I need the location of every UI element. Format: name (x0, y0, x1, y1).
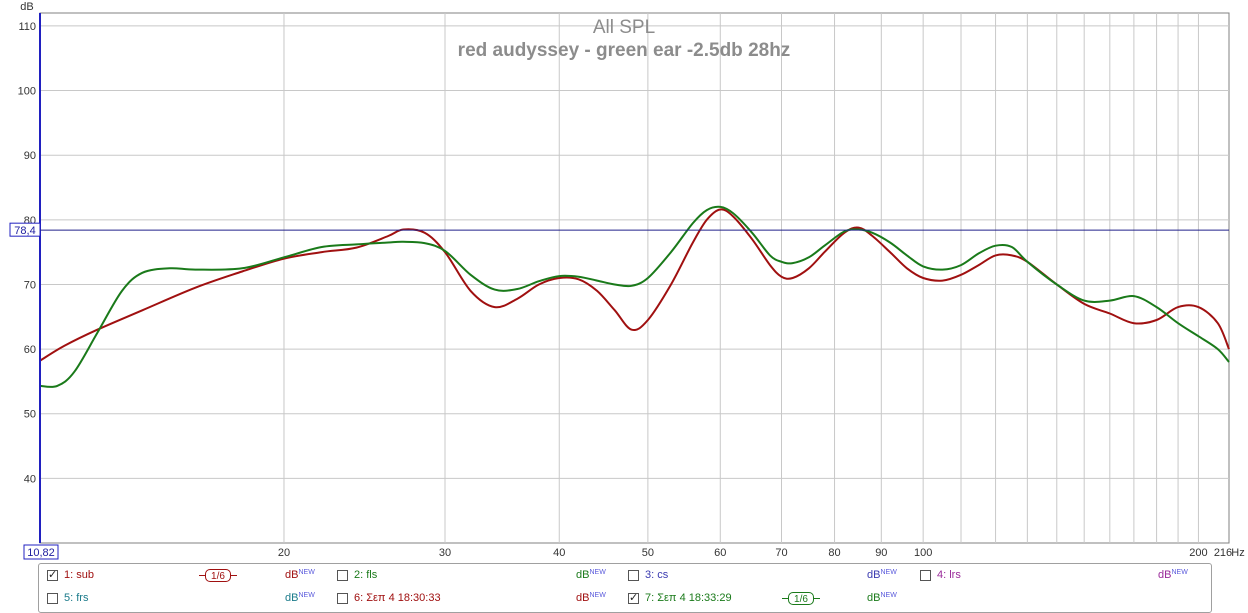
y-tick-label: 60 (24, 344, 36, 356)
cursor-lines (39, 13, 1229, 543)
legend-label-1[interactable]: 1: sub (64, 569, 94, 581)
x-axis-unit: Hz (1231, 547, 1244, 559)
y-cursor-readout: 78,4 (14, 225, 35, 237)
grid-lines (40, 13, 1229, 543)
legend-smoothing-7[interactable]: 1/6 (782, 592, 820, 605)
plot-area[interactable] (39, 12, 1230, 544)
measurement-legend: 1: sub 1/6 dBNEW 2: fls dBNEW 3: cs dBNEW 4: lr… (38, 563, 1212, 613)
legend-checkbox-5[interactable] (47, 593, 58, 604)
legend-unit-1[interactable]: dBNEW (285, 569, 315, 581)
y-tick-label: 110 (18, 21, 36, 33)
legend-label-5[interactable]: 5: frs (64, 592, 89, 604)
legend-label-3[interactable]: 3: cs (645, 569, 669, 581)
series-line-2 (39, 205, 1230, 388)
x-tick-label: 100 (914, 547, 932, 559)
x-tick-label: 70 (775, 547, 787, 559)
legend-unit-3[interactable]: dBNEW (867, 569, 897, 581)
y-axis-label: dB (20, 1, 33, 13)
x-tick-label: 200 (1189, 547, 1207, 559)
legend-unit-6[interactable]: dBNEW (576, 592, 606, 604)
series-group (39, 205, 1230, 388)
legend-label-7[interactable]: 7: Σεπ 4 18:33:29 (645, 592, 732, 604)
x-tick-label: 20 (278, 547, 290, 559)
legend-checkbox-7[interactable] (628, 591, 639, 604)
legend-label-6[interactable]: 6: Σεπ 4 18:30:33 (354, 592, 441, 604)
x-tick-label: 216 (1214, 547, 1232, 559)
y-tick-label: 90 (24, 150, 36, 162)
chart-subtitle: red audyssey - green ear -2.5db 28hz (458, 40, 791, 61)
y-tick-label: 70 (24, 279, 36, 291)
legend-unit-2[interactable]: dBNEW (576, 569, 606, 581)
y-tick-label: 100 (18, 86, 36, 98)
x-cursor-readout: 10,82 (27, 547, 55, 559)
x-tick-label: 80 (828, 547, 840, 559)
x-tick-label: 90 (875, 547, 887, 559)
legend-checkbox-1[interactable] (47, 568, 58, 581)
legend-checkbox-6[interactable] (337, 593, 348, 604)
legend-checkbox-3[interactable] (628, 570, 639, 581)
chart-title: All SPL (593, 17, 655, 38)
y-tick-label: 50 (24, 409, 36, 421)
legend-label-4[interactable]: 4: lrs (937, 569, 961, 581)
y-cursor-box (9, 222, 41, 237)
x-tick-label: 40 (553, 547, 565, 559)
legend-unit-5[interactable]: dBNEW (285, 592, 315, 604)
legend-unit-7[interactable]: dBNEW (867, 592, 897, 604)
x-tick-label: 60 (714, 547, 726, 559)
x-cursor-box (23, 544, 59, 560)
legend-smoothing-1[interactable]: 1/6 (199, 569, 237, 582)
legend-checkbox-4[interactable] (920, 570, 931, 581)
legend-unit-4[interactable]: dBNEW (1158, 569, 1188, 581)
y-tick-label: 40 (24, 473, 36, 485)
x-tick-label: 50 (642, 547, 654, 559)
legend-label-2[interactable]: 2: fls (354, 569, 378, 581)
x-tick-label: 30 (439, 547, 451, 559)
legend-checkbox-2[interactable] (337, 570, 348, 581)
